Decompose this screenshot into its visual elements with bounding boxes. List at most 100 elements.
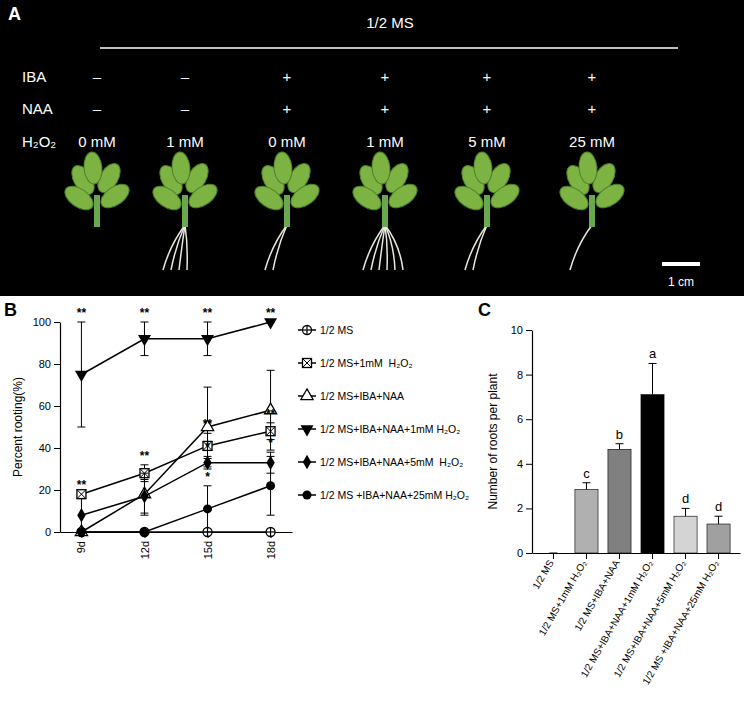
- plantlet-leaf: [385, 179, 422, 212]
- plantlet-root: [371, 225, 385, 270]
- treatment-cell: 0 mM: [268, 133, 306, 150]
- legend-entry: 1/2 MS+IBA+NAA: [298, 389, 404, 402]
- treatment-cell: +: [381, 100, 390, 117]
- error-bar: [140, 465, 148, 482]
- treatment-cell: +: [588, 68, 597, 85]
- error-bar-part: [267, 456, 275, 457]
- tick: 4: [517, 458, 532, 470]
- bar: [641, 395, 664, 553]
- significance-label: **: [266, 306, 276, 320]
- legend-label: 1/2 MS+IBA+NAA: [320, 390, 404, 402]
- marker-part: [306, 326, 307, 335]
- plantlet-stem: [589, 195, 595, 227]
- panel-label: B: [4, 300, 17, 320]
- panel-a: A1/2 MSIBA––++++NAA––++++H₂O₂0 mM1 mM0 m…: [0, 0, 744, 296]
- significance-label: **: [203, 306, 213, 320]
- panel-label: A: [8, 4, 21, 24]
- tick-mark: [526, 553, 532, 554]
- tick: 0: [517, 547, 532, 559]
- plot-area: [75, 318, 277, 536]
- error-bar-part: [204, 532, 212, 533]
- data-point: [203, 504, 212, 513]
- treatment-cell: –: [93, 100, 102, 117]
- error-bar: [204, 486, 212, 532]
- marker-part: [303, 491, 312, 500]
- treatment-cell: 1 mM: [366, 133, 404, 150]
- plantlet: [61, 151, 134, 227]
- error-bar: [582, 483, 590, 490]
- error-bar-part: [204, 485, 212, 486]
- plantlet-leaf: [83, 151, 104, 184]
- annotations: *******************: [77, 306, 276, 492]
- significance-label: *: [205, 470, 210, 484]
- legend-marker: [301, 425, 314, 436]
- row-label: IBA: [22, 68, 46, 85]
- plantlet: [556, 151, 629, 270]
- tick-label: 12d: [138, 541, 150, 559]
- tick-mark: [54, 406, 60, 407]
- marker-part: [75, 371, 88, 382]
- data-point: [201, 335, 214, 346]
- error-bar-part: [77, 322, 85, 323]
- treatment-cell: 5 mM: [468, 133, 506, 150]
- tick-mark: [718, 553, 719, 559]
- marker-part: [270, 528, 271, 537]
- error-bar-part: [204, 532, 212, 533]
- tick: 40: [39, 442, 60, 454]
- axis-line: [533, 553, 741, 554]
- row-label: NAA: [22, 100, 53, 117]
- marker-part: [303, 359, 312, 368]
- legend-label: 1/2 MS +IBA+NAA+25mM H₂O₂: [320, 489, 469, 501]
- plantlet-leaf: [97, 179, 134, 212]
- panel-c: Ccbadd1/2 MS1/2 MS+1mM H₂O₂1/2 MS+IBA+NA…: [478, 300, 741, 686]
- tick-label: 1/2 MS +IBA+NAA+25mM H₂O₂: [640, 558, 721, 687]
- error-bar-part: [267, 370, 275, 371]
- tick-label: 15d: [202, 541, 214, 559]
- error-bar-part: [140, 479, 148, 480]
- error-bar: [267, 456, 275, 515]
- error-bar-part: [140, 515, 148, 516]
- legend-marker: [301, 389, 313, 400]
- significance-label: d: [682, 491, 689, 506]
- data-point: [140, 528, 149, 537]
- plantlet-stem: [284, 195, 290, 227]
- marker-part: [138, 335, 151, 346]
- tick: 1/2 MS +IBA+NAA+25mM H₂O₂: [640, 553, 721, 686]
- marker-part: [203, 531, 212, 532]
- series-line: [81, 322, 270, 375]
- error-bar: [204, 456, 212, 469]
- marker-part: [301, 425, 314, 436]
- tick: 1/2 MS+IBA+NAA+5mM H₂O₂: [611, 553, 687, 679]
- legend-marker: [303, 359, 312, 368]
- treatment-cell: 25 mM: [569, 133, 615, 150]
- figure: A1/2 MSIBA––++++NAA––++++H₂O₂0 mM1 mM0 m…: [0, 0, 744, 701]
- tick-mark: [586, 553, 587, 559]
- tick: 20: [39, 484, 60, 496]
- tick: 1/2 MS+IBA+NAA+1mM H₂O₂: [578, 553, 654, 679]
- plantlet-root: [363, 225, 385, 270]
- error-bar-part: [715, 516, 723, 517]
- tick-label: 4: [517, 458, 523, 470]
- plantlet-root: [179, 225, 185, 270]
- plantlet-root: [385, 225, 403, 270]
- significance-label: c: [583, 466, 590, 481]
- error-bar-part: [140, 513, 148, 514]
- marker-part: [77, 528, 86, 537]
- tick: 60: [39, 400, 60, 412]
- error-bar-part: [140, 355, 148, 356]
- scale-bar: [662, 262, 700, 266]
- axis: 0246810: [511, 324, 533, 559]
- panel-label: C: [478, 300, 491, 320]
- legend-label: 1/2 MS+IBA+NAA+5mM H₂O₂: [320, 456, 463, 468]
- significance-label: **: [77, 306, 87, 320]
- tick-mark: [526, 330, 532, 331]
- error-bar-part: [586, 483, 587, 490]
- tick-label: 40: [39, 442, 51, 454]
- tick-mark: [54, 322, 60, 323]
- data-point: [140, 528, 149, 537]
- error-bar-part: [615, 443, 623, 444]
- error-bar-part: [582, 482, 590, 483]
- legend-marker: [303, 491, 312, 500]
- legend-label: 1/2 MS+1mM H₂O₂: [320, 357, 412, 369]
- plantlet-leaf: [371, 151, 392, 184]
